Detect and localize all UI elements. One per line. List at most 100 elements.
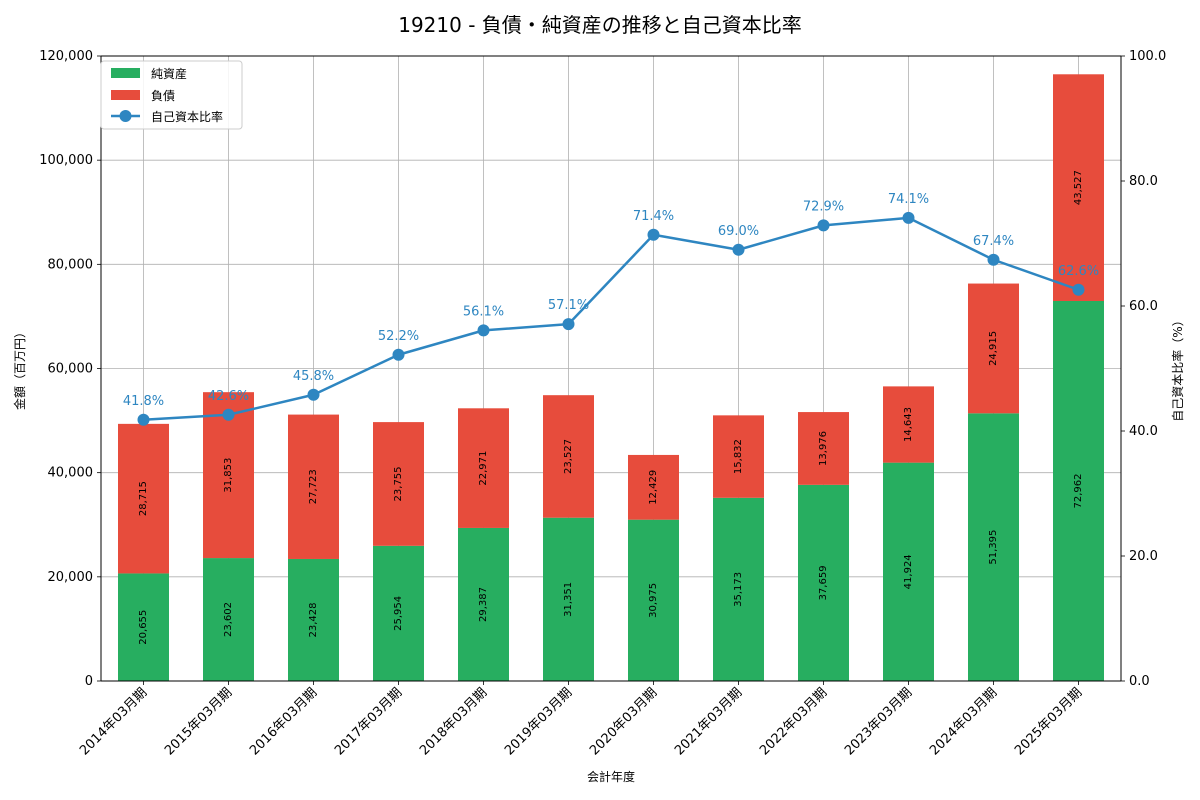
legend-liabilities: 負債 [151, 88, 175, 103]
equity-ratio-label: 67.4% [973, 234, 1014, 249]
x-tick-label: 2018年03月期 [417, 685, 490, 758]
y-tick-label: 120,000 [39, 49, 93, 64]
bar-label-liabilities: 13,976 [818, 431, 829, 466]
y-tick-label: 80,000 [48, 257, 94, 272]
x-tick-label: 2020年03月期 [587, 685, 660, 758]
bar-label-net-assets: 35,173 [733, 572, 744, 607]
bar-liabilities [968, 283, 1019, 414]
equity-ratio-point [222, 408, 235, 421]
bar-liabilities [1053, 74, 1104, 301]
x-tick-label: 2023年03月期 [842, 685, 915, 758]
bar-liabilities [288, 414, 339, 559]
bar-liabilities [118, 423, 169, 574]
x-tick-label: 2016年03月期 [247, 685, 320, 758]
y-tick-label: 60,000 [48, 362, 94, 377]
x-axis-label: 会計年度 [587, 769, 635, 784]
bar-label-liabilities: 23,755 [393, 466, 404, 501]
x-tick-label: 2024年03月期 [927, 685, 1000, 758]
equity-ratio-label: 57.1% [548, 298, 589, 313]
bar-liabilities [458, 408, 509, 528]
equity-ratio-line [143, 216, 1079, 421]
legend: 純資産 負債 自己資本比率 [100, 60, 243, 130]
equity-ratio-label: 42.6% [208, 389, 249, 404]
legend-swatch-liabilities [111, 90, 140, 100]
y2-tick-label: 80.0 [1129, 174, 1158, 189]
legend-swatch-net-assets [111, 68, 140, 78]
bar-label-liabilities: 23,527 [563, 439, 574, 474]
x-tick-label: 2015年03月期 [162, 685, 235, 758]
equity-ratio-point [562, 318, 575, 331]
bar-label-liabilities: 12,429 [648, 470, 659, 505]
y2-tick-label: 20.0 [1129, 549, 1158, 564]
x-tick-label: 2017年03月期 [332, 685, 405, 758]
legend-marker-equity-ratio [119, 110, 132, 122]
bar-label-net-assets: 41,924 [903, 554, 914, 589]
bar-label-liabilities: 43,527 [1073, 170, 1084, 205]
bar-label-liabilities: 31,853 [223, 458, 234, 493]
equity-ratio-label: 74.1% [888, 192, 929, 207]
x-tick-label: 2022年03月期 [757, 685, 830, 758]
equity-ratio-label: 45.8% [293, 369, 334, 384]
bar-liabilities [713, 415, 764, 498]
bar-net-assets [713, 497, 764, 681]
bar-net-assets [118, 573, 169, 681]
bar-net-assets [458, 527, 509, 681]
equity-ratio-label: 41.8% [123, 394, 164, 409]
bar-label-liabilities: 22,971 [478, 451, 489, 486]
bar-label-net-assets: 20,655 [138, 610, 149, 645]
equity-ratio-point [477, 324, 490, 337]
bar-net-assets [288, 558, 339, 681]
bar-net-assets [883, 462, 934, 681]
equity-ratio-point [902, 211, 915, 224]
bar-label-net-assets: 23,602 [223, 602, 234, 637]
bar-net-assets [543, 517, 594, 681]
equity-ratio-label: 56.1% [463, 304, 504, 319]
bars-layer: 20,655 28,715 23,602 31,853 23,428 27,723 25,9… [118, 74, 1104, 681]
y-axis-label: 金額（百万円） [12, 326, 27, 410]
bar-net-assets [203, 558, 254, 681]
bar-label-net-assets: 29,387 [478, 587, 489, 622]
line-layer: 41.8% 42.6% 45.8% 52.2% 56.1% 57.1% 71.4% 69.0%… [123, 192, 1099, 426]
equity-ratio-point [817, 219, 830, 232]
equity-ratio-point [392, 348, 405, 361]
bar-label-net-assets: 25,954 [393, 596, 404, 631]
equity-ratio-point [307, 388, 320, 401]
bar-liabilities [798, 412, 849, 485]
bar-liabilities [628, 454, 679, 520]
bar-label-liabilities: 27,723 [308, 469, 319, 504]
y2-tick-label: 40.0 [1129, 424, 1158, 439]
bar-label-net-assets: 37,659 [818, 565, 829, 600]
bar-liabilities [883, 386, 934, 463]
equity-ratio-point [1072, 283, 1085, 296]
equity-ratio-label: 72.9% [803, 199, 844, 214]
bar-net-assets [968, 413, 1019, 681]
chart-title: 19210 - 負債・純資産の推移と自己資本比率 [398, 13, 802, 37]
y-tick-label: 20,000 [48, 570, 94, 585]
equity-ratio-point [137, 413, 150, 426]
bar-label-net-assets: 23,428 [308, 602, 319, 637]
x-tick-label: 2014年03月期 [77, 685, 150, 758]
y-tick-label: 100,000 [39, 153, 93, 168]
bar-liabilities [543, 395, 594, 518]
bar-label-liabilities: 28,715 [138, 481, 149, 516]
bar-net-assets [628, 519, 679, 681]
bar-label-liabilities: 24,915 [988, 331, 999, 366]
bar-label-liabilities: 14,643 [903, 407, 914, 442]
bar-label-net-assets: 31,351 [563, 582, 574, 617]
legend-net-assets: 純資産 [151, 66, 187, 81]
legend-equity-ratio: 自己資本比率 [151, 109, 223, 124]
bar-label-net-assets: 51,395 [988, 530, 999, 565]
equity-ratio-label: 71.4% [633, 209, 674, 224]
equity-ratio-label: 69.0% [718, 224, 759, 239]
bar-net-assets [798, 484, 849, 681]
bar-liabilities [373, 422, 424, 546]
x-tick-label: 2019年03月期 [502, 685, 575, 758]
bar-label-net-assets: 30,975 [648, 583, 659, 618]
equity-ratio-label: 52.2% [378, 329, 419, 344]
y2-tick-label: 0.0 [1129, 674, 1150, 689]
y2-tick-label: 60.0 [1129, 299, 1158, 314]
y-tick-label: 40,000 [48, 466, 94, 481]
y2-axis-label: 自己資本比率（%） [1170, 314, 1185, 421]
y2-tick-label: 100.0 [1129, 49, 1166, 64]
